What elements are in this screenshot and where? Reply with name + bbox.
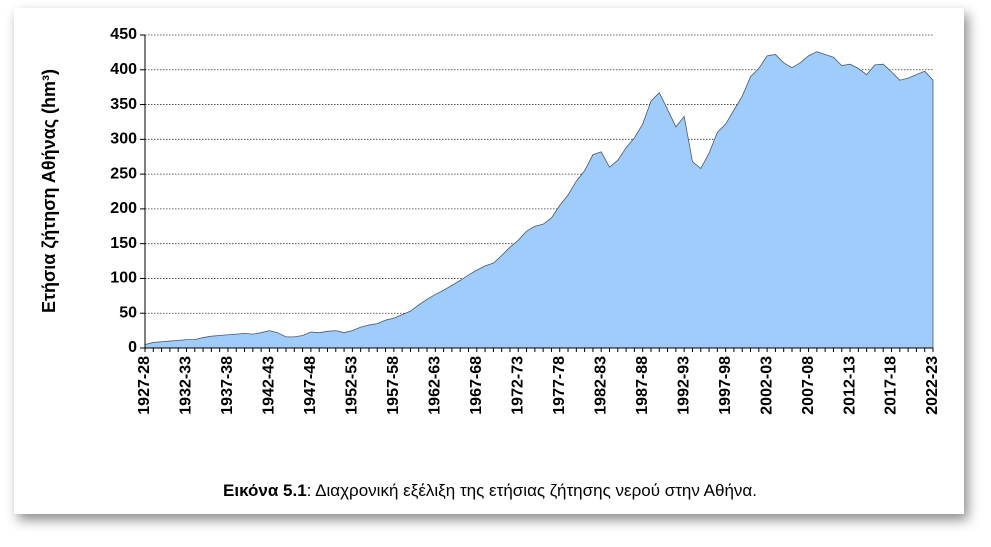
- x-tick-label: 1977-78: [551, 356, 568, 415]
- y-axis-label: Ετήσια ζήτηση Αθήνας (hm³): [39, 69, 60, 313]
- area: [144, 51, 934, 349]
- y-tick-label: 200: [110, 200, 137, 217]
- x-tick-label: 1947-48: [302, 356, 319, 415]
- x-tick-label: 1982-83: [592, 356, 609, 415]
- y-tick-label: 450: [110, 26, 137, 43]
- x-tick-label: 2017-18: [883, 356, 900, 415]
- y-tick-label: 50: [119, 304, 137, 321]
- x-tick-label: 1967-68: [468, 356, 485, 415]
- y-tick-label: 300: [110, 131, 137, 148]
- caption: Εικόνα 5.1: Διαχρονική εξέλιξη της ετήσι…: [223, 481, 757, 500]
- x-tick-label: 1992-93: [675, 356, 692, 415]
- x-tick-label: 1942-43: [261, 356, 278, 415]
- x-tick-label: 1997-98: [717, 356, 734, 415]
- caption-text: : Διαχρονική εξέλιξη της ετήσιας ζήτησης…: [307, 481, 757, 500]
- y-tick-label: 0: [128, 339, 137, 356]
- x-tick-label: 2002-03: [758, 356, 775, 415]
- x-tick-label: 1927-28: [136, 356, 153, 415]
- y-tick-label: 100: [110, 270, 137, 287]
- x-tick-label: 1957-58: [385, 356, 402, 415]
- y-tick-label: 250: [110, 165, 137, 182]
- x-tick-label: 2022-23: [924, 356, 941, 415]
- x-tick-label: 2012-13: [841, 356, 858, 415]
- x-tick-label: 1937-38: [219, 356, 236, 415]
- caption-label: Εικόνα 5.1: [223, 481, 307, 500]
- x-tick-label: 2007-08: [800, 356, 817, 415]
- y-tick-label: 150: [110, 235, 137, 252]
- y-tick-label: 350: [110, 96, 137, 113]
- x-tick-label: 1952-53: [344, 356, 361, 415]
- x-tick-label: 1932-33: [178, 356, 195, 415]
- x-tick-label: 1987-88: [634, 356, 651, 415]
- x-tick-label: 1962-63: [427, 356, 444, 415]
- y-tick-label: 400: [110, 61, 137, 78]
- x-tick-label: 1972-73: [509, 356, 526, 415]
